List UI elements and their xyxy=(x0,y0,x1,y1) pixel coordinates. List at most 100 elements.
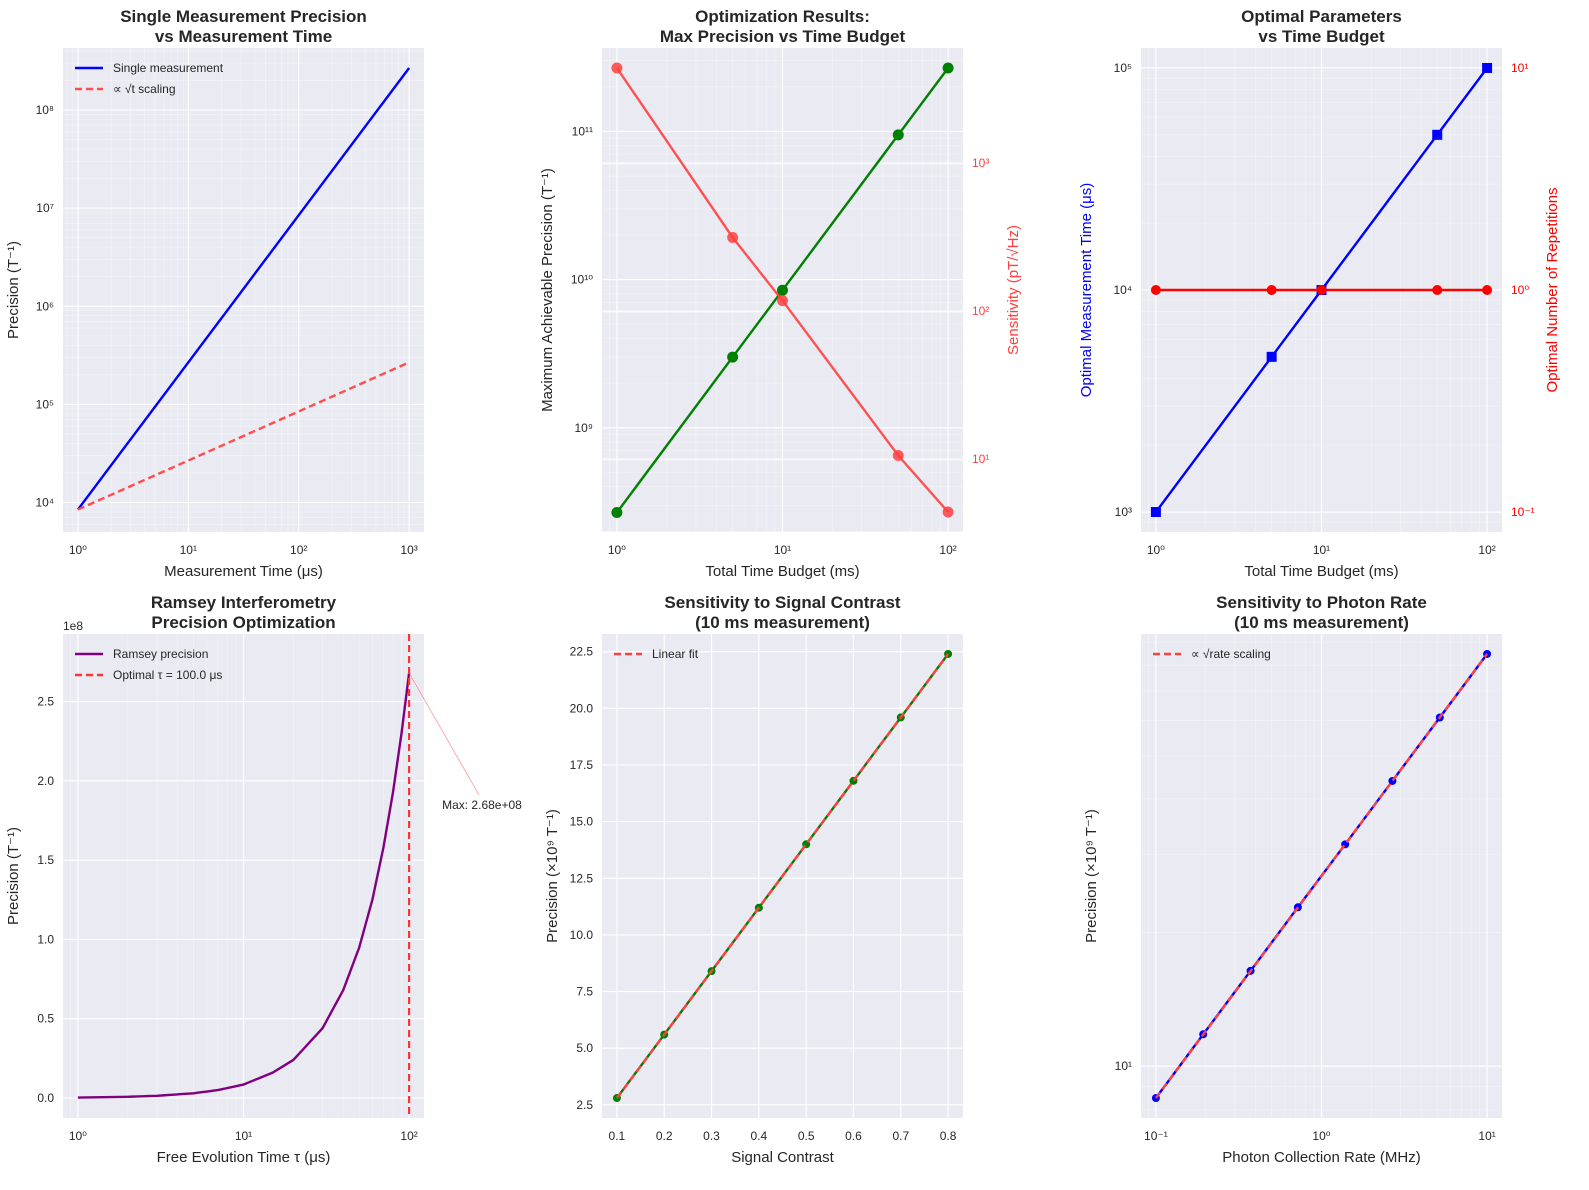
legend-label: Linear fit xyxy=(652,647,699,661)
data-point xyxy=(1316,285,1327,295)
data-point xyxy=(1150,285,1161,295)
chart-title: Precision Optimization xyxy=(151,613,335,632)
chart-title: Sensitivity to Signal Contrast xyxy=(664,593,900,612)
x-tick-label: 10⁰ xyxy=(69,1129,87,1143)
legend-label: Ramsey precision xyxy=(113,647,208,661)
y2-tick-label: 10⁰ xyxy=(1511,283,1529,297)
data-point xyxy=(777,295,788,307)
y-axis-label: Precision (T⁻¹) xyxy=(5,827,22,925)
x-tick-label: 0.8 xyxy=(940,1129,957,1143)
chart-title: vs Time Budget xyxy=(1258,27,1385,46)
y-tick-label: 1.5 xyxy=(37,853,54,867)
chart-panel-3: 10⁰ 10¹ 10² 10³ 10⁴ 10⁵ 10⁻¹ 10⁰ 10¹ Optimal Para… xyxy=(1078,7,1561,580)
y-tick-label: 2.5 xyxy=(576,1098,593,1112)
y-axis-label: Precision (×10⁹ T⁻¹) xyxy=(1083,809,1100,943)
data-point xyxy=(942,62,954,74)
y-tick-label: 1.0 xyxy=(37,932,54,946)
data-point xyxy=(777,284,788,296)
y-tick-label: 10.0 xyxy=(570,928,594,942)
series-line-1 xyxy=(76,67,411,511)
y-tick-label: 10⁴ xyxy=(35,496,54,510)
y-tick-label: 20.0 xyxy=(570,701,594,715)
y-axis-label: Precision (T⁻¹) xyxy=(5,241,22,339)
x-axis-label: Total Time Budget (ms) xyxy=(1244,563,1398,580)
x-tick-label: 10¹ xyxy=(774,543,791,557)
y2-tick-label: 10¹ xyxy=(972,452,989,466)
x-tick-label: 10⁰ xyxy=(1312,1129,1330,1143)
data-point xyxy=(1266,351,1277,362)
data-point xyxy=(1266,285,1277,295)
data-point xyxy=(942,506,954,518)
data-point xyxy=(1150,507,1161,518)
axis-offset-label: 1e8 xyxy=(63,619,83,633)
chart-title: Single Measurement Precision xyxy=(120,7,367,26)
series-line-1 xyxy=(77,672,411,1099)
data-point xyxy=(611,62,623,74)
y-tick-label: 5.0 xyxy=(576,1041,593,1055)
x-axis-label: Measurement Time (μs) xyxy=(164,563,323,580)
chart-title: (10 ms measurement) xyxy=(1234,613,1409,632)
x-axis-label: Photon Collection Rate (MHz) xyxy=(1222,1149,1420,1166)
data-point xyxy=(892,129,904,141)
chart-title: Ramsey Interferometry xyxy=(151,593,337,612)
x-axis-label: Free Evolution Time τ (μs) xyxy=(157,1149,331,1166)
x-tick-label: 10³ xyxy=(400,543,417,557)
y-tick-label: 10⁴ xyxy=(1113,283,1132,297)
series-line-2 xyxy=(77,361,410,511)
x-axis-label: Total Time Budget (ms) xyxy=(705,563,859,580)
legend-label: Optimal τ = 100.0 μs xyxy=(113,668,222,682)
x-tick-label: 0.3 xyxy=(703,1129,720,1143)
y-tick-label: 10¹ xyxy=(1115,1059,1132,1073)
y-tick-label: 10¹¹ xyxy=(572,124,593,138)
y-tick-label: 10⁵ xyxy=(36,397,54,411)
x-axis-label: Signal Contrast xyxy=(731,1149,834,1166)
chart-title: (10 ms measurement) xyxy=(695,613,870,632)
x-tick-label: 10² xyxy=(939,543,956,557)
y-tick-label: 7.5 xyxy=(576,985,593,999)
y-axis-label: Precision (×10⁹ T⁻¹) xyxy=(544,809,561,943)
y2-axis-label: Optimal Number of Repetitions xyxy=(1544,187,1561,392)
chart-panel-1: 10⁰ 10¹ 10² 10³ 10⁴ 10⁵ 10⁶ 10⁷ 10⁸ Single Measur… xyxy=(5,7,424,580)
y-axis-label: Optimal Measurement Time (μs) xyxy=(1078,183,1095,398)
y-tick-label: 2.5 xyxy=(37,695,54,709)
annotation-arrow xyxy=(408,672,480,796)
y2-tick-label: 10³ xyxy=(972,156,989,170)
x-tick-label: 0.7 xyxy=(892,1129,909,1143)
y-tick-label: 10⁷ xyxy=(36,201,54,215)
y-tick-label: 2.0 xyxy=(37,774,54,788)
y-tick-label: 10⁵ xyxy=(1114,61,1132,75)
y-tick-label: 15.0 xyxy=(570,815,594,829)
y-tick-label: 0.5 xyxy=(37,1012,54,1026)
legend-label: ∝ √t scaling xyxy=(113,82,176,96)
data-point xyxy=(892,449,904,461)
legend-label: Single measurement xyxy=(113,61,224,75)
data-point xyxy=(611,506,623,518)
data-point xyxy=(1432,129,1443,140)
chart-title: Sensitivity to Photon Rate xyxy=(1216,593,1427,612)
data-point xyxy=(727,231,739,243)
y-tick-label: 12.5 xyxy=(570,871,594,885)
y2-tick-label: 10¹ xyxy=(1511,61,1528,75)
x-tick-label: 10² xyxy=(400,1129,417,1143)
x-tick-label: 10⁰ xyxy=(69,543,87,557)
x-tick-label: 0.4 xyxy=(750,1129,767,1143)
y2-tick-label: 10² xyxy=(972,304,989,318)
y-tick-label: 10⁹ xyxy=(575,421,594,435)
series-line-2 xyxy=(615,653,950,1099)
x-tick-label: 0.2 xyxy=(656,1129,673,1143)
x-tick-label: 10¹ xyxy=(180,543,197,557)
y-axis-label: Maximum Achievable Precision (T⁻¹) xyxy=(539,168,556,412)
data-point xyxy=(1432,285,1443,295)
chart-title: Optimization Results: xyxy=(695,7,870,26)
y-tick-label: 10³ xyxy=(1115,505,1132,519)
x-tick-label: 10¹ xyxy=(1313,543,1330,557)
annotation-label: Max: 2.68e+08 xyxy=(442,798,522,812)
legend-label: ∝ √rate scaling xyxy=(1191,647,1271,661)
y-tick-label: 10⁸ xyxy=(36,103,54,117)
data-point xyxy=(1482,285,1493,295)
x-tick-label: 10⁰ xyxy=(608,543,626,557)
series-line-2 xyxy=(1154,653,1489,1099)
chart-title: vs Measurement Time xyxy=(155,27,332,46)
chart-panel-2: 10⁰ 10¹ 10² 10⁹ 10¹⁰ 10¹¹ 10¹ 10² 10³ Optimizatio… xyxy=(539,7,1022,580)
